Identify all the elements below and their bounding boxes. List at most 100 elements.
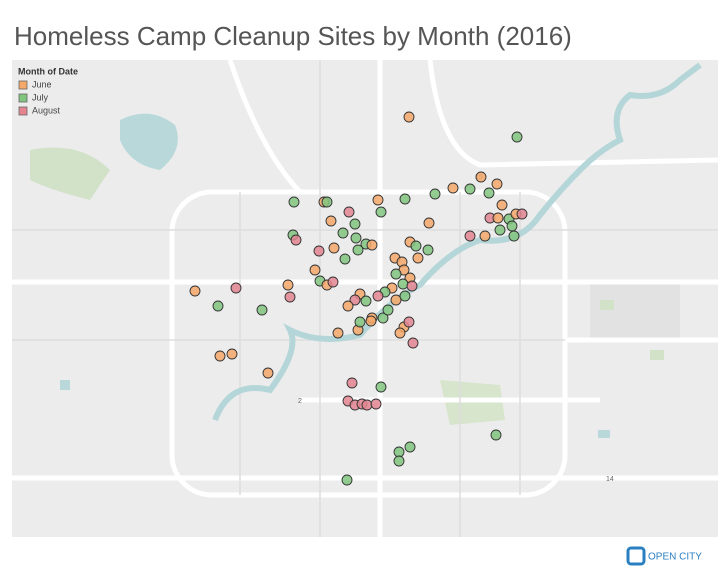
site-marker [475,171,487,183]
park [600,300,614,310]
site-marker [262,367,274,379]
site-marker [370,398,382,410]
pond [598,430,610,438]
site-marker [226,348,238,360]
site-marker [496,199,508,211]
site-marker [382,304,394,316]
site-marker [403,316,415,328]
site-marker [516,208,528,220]
site-marker [321,196,333,208]
site-marker [282,279,294,291]
road-label: 14 [606,476,614,483]
site-marker [343,206,355,218]
site-marker [328,242,340,254]
sites [189,111,528,486]
site-marker [508,230,520,242]
legend-swatch [18,106,28,116]
site-marker [341,474,353,486]
site-marker [511,131,523,143]
legend-items: June July August [18,79,61,116]
legend: Month of Date June July August [18,66,78,116]
site-marker [399,193,411,205]
site-marker [464,183,476,195]
site-marker [313,245,325,257]
site-marker [393,455,405,467]
site-marker [230,282,242,294]
legend-swatch [18,93,28,103]
logo: OPEN CITY [626,546,702,566]
site-marker [423,217,435,229]
site-marker [494,224,506,236]
site-marker [406,280,418,292]
site-marker [390,294,402,306]
site-marker [309,264,321,276]
site-marker [256,304,268,316]
logo-text: OPEN CITY [648,552,702,563]
legend-swatch [18,80,28,90]
site-marker [332,327,344,339]
site-marker [483,187,495,199]
site-marker [404,441,416,453]
road [227,59,302,194]
site-marker [352,244,364,256]
site-marker [337,227,349,239]
map: 15 2 14 [12,59,719,537]
park [650,350,664,360]
river [212,62,702,422]
site-marker [365,315,377,327]
legend-label: July [32,92,49,102]
site-marker [349,218,361,230]
legend-label: August [32,105,61,115]
site-marker [393,446,405,458]
page-title: Homeless Camp Cleanup Sites by Month (20… [14,21,572,51]
pond [60,380,70,390]
site-marker [394,327,406,339]
site-marker [325,215,337,227]
site-marker [447,182,459,194]
site-marker [366,239,378,251]
site-marker [214,350,226,362]
site-marker [410,240,422,252]
road [427,59,719,168]
minor-roads [12,60,718,537]
legend-label: June [32,79,52,89]
site-marker [349,294,361,306]
road-label: 2 [298,398,302,405]
legend-title: Month of Date [18,66,78,76]
site-marker [354,316,366,328]
site-marker [288,196,300,208]
site-marker [490,429,502,441]
site-marker [189,285,201,297]
site-marker [412,252,424,264]
site-marker [422,244,434,256]
site-marker [339,253,351,265]
site-marker [506,220,518,232]
site-marker [327,276,339,288]
site-marker [491,178,503,190]
site-marker [390,268,402,280]
site-marker [284,291,296,303]
site-marker [377,312,389,324]
site-marker [361,399,373,411]
site-marker [350,232,362,244]
site-marker [372,194,384,206]
lake [120,113,178,170]
site-marker [342,300,354,312]
site-marker [479,230,491,242]
park [30,147,110,200]
site-marker [492,212,504,224]
site-marker [212,300,224,312]
site-marker [372,290,384,302]
site-marker [397,278,409,290]
site-marker [360,295,372,307]
logo-icon [626,546,646,566]
site-marker [407,337,419,349]
site-marker [290,234,302,246]
site-marker [464,230,476,242]
district [590,280,680,340]
site-marker [375,206,387,218]
site-marker [429,188,441,200]
ring-road [169,189,568,498]
